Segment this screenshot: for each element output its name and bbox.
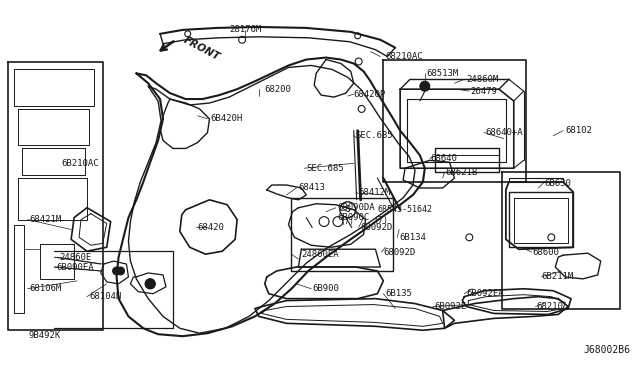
Text: 6B090C: 6B090C	[337, 213, 369, 222]
Text: 24860E: 24860E	[60, 253, 92, 262]
Text: J68002B6: J68002B6	[584, 345, 631, 355]
Text: 6B630: 6B630	[545, 179, 572, 187]
Text: 6B092E: 6B092E	[435, 302, 467, 311]
Text: 68210: 68210	[536, 302, 563, 311]
Text: FRONT: FRONT	[182, 35, 221, 62]
Text: 26479: 26479	[470, 87, 497, 96]
Circle shape	[116, 267, 125, 275]
Text: 6B420H: 6B420H	[211, 114, 243, 123]
Text: 68104N: 68104N	[89, 292, 121, 301]
Text: 24860M: 24860M	[467, 75, 499, 84]
Text: 6B621B: 6B621B	[445, 168, 478, 177]
Text: 68092D: 68092D	[383, 248, 415, 257]
Circle shape	[145, 279, 155, 289]
Text: 68640+A: 68640+A	[485, 128, 523, 137]
Text: 6B900: 6B900	[312, 284, 339, 293]
Text: 68412M: 68412M	[358, 188, 391, 198]
Circle shape	[145, 279, 155, 289]
Text: 68543-51642: 68543-51642	[378, 205, 433, 214]
Text: 9B492K: 9B492K	[28, 331, 61, 340]
Text: 24860EA: 24860EA	[301, 250, 339, 259]
Text: 6B211M: 6B211M	[541, 272, 573, 281]
Text: 68210AC: 68210AC	[385, 52, 423, 61]
Circle shape	[113, 267, 120, 275]
Text: 68421M: 68421M	[29, 215, 62, 224]
Text: 68200: 68200	[265, 85, 292, 94]
Text: 6B134: 6B134	[399, 233, 426, 242]
Text: 68513M: 68513M	[427, 69, 459, 78]
Text: 68413: 68413	[298, 183, 325, 192]
Text: (7): (7)	[341, 217, 355, 226]
Text: 6B135: 6B135	[385, 289, 412, 298]
Text: SEC.685: SEC.685	[356, 131, 394, 140]
Text: SEC.685: SEC.685	[307, 164, 344, 173]
Circle shape	[420, 81, 430, 91]
Text: 6B210AC: 6B210AC	[61, 159, 99, 168]
Text: 28176M: 28176M	[229, 25, 261, 34]
Text: 6B092EA: 6B092EA	[467, 289, 504, 298]
Text: (7): (7)	[374, 216, 388, 225]
Text: 68092D: 68092D	[360, 223, 393, 232]
Text: 68102: 68102	[565, 126, 592, 135]
Text: 68600: 68600	[532, 248, 559, 257]
Text: 68640: 68640	[431, 154, 458, 163]
Text: S: S	[346, 205, 350, 214]
Text: 6B090EA: 6B090EA	[56, 263, 94, 272]
Text: 68106M: 68106M	[29, 284, 62, 293]
Text: 68420: 68420	[198, 223, 225, 232]
Text: 68420P: 68420P	[354, 90, 386, 99]
Text: 68090DA: 68090DA	[337, 203, 374, 212]
